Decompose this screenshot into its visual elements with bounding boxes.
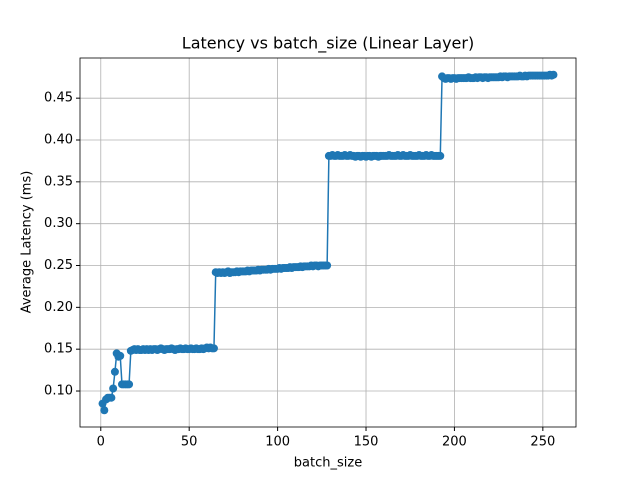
chart-title: Latency vs batch_size (Linear Layer) [182, 34, 474, 54]
x-tick-label: 150 [354, 435, 379, 450]
y-tick-label: 0.25 [44, 258, 73, 273]
marker [100, 406, 109, 415]
marker [110, 367, 119, 376]
x-tick-label: 50 [181, 435, 198, 450]
x-axis-label: batch_size [294, 456, 362, 471]
marker [549, 70, 558, 79]
y-tick-label: 0.20 [44, 300, 73, 315]
marker [436, 151, 445, 160]
x-tick-label: 250 [530, 435, 555, 450]
marker [107, 393, 116, 402]
y-tick-label: 0.10 [44, 384, 73, 399]
x-tick-label: 0 [97, 435, 105, 450]
marker [125, 380, 134, 389]
marker [323, 261, 332, 270]
y-tick-label: 0.15 [44, 342, 73, 357]
plot-frame [79, 57, 577, 428]
y-tick-label: 0.35 [44, 174, 73, 189]
marker [116, 351, 125, 360]
y-axis-label: Average Latency (ms) [20, 171, 35, 314]
x-tick-label: 100 [265, 435, 290, 450]
y-tick-label: 0.45 [44, 91, 73, 106]
marker [109, 384, 118, 393]
x-tick-label: 200 [442, 435, 467, 450]
y-tick-label: 0.40 [44, 133, 73, 148]
y-tick-label: 0.30 [44, 216, 73, 231]
marker [209, 344, 218, 353]
